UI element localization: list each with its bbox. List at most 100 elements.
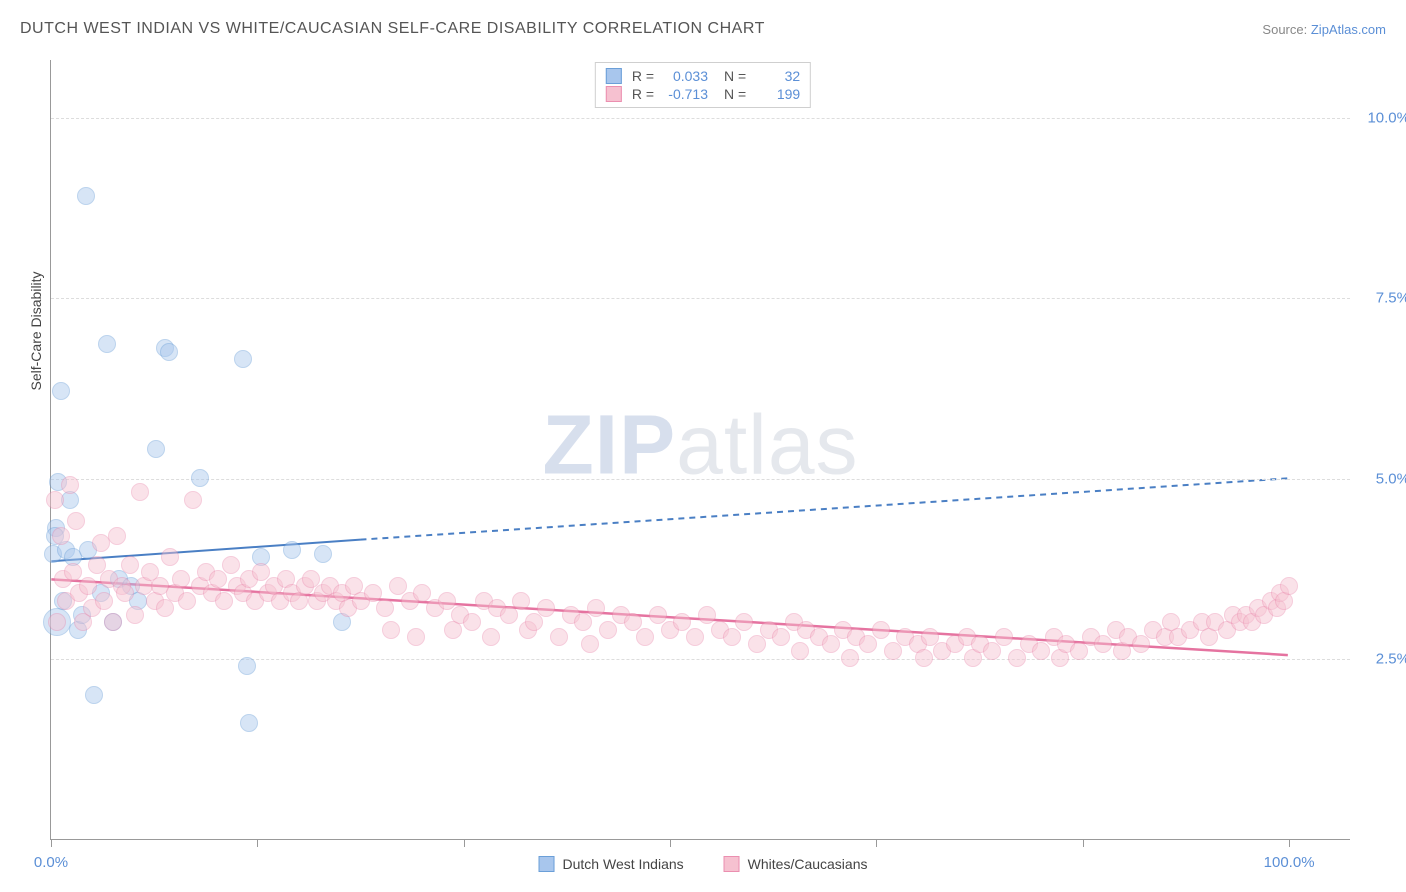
data-point <box>95 592 113 610</box>
series-label: Dutch West Indians <box>563 856 684 872</box>
data-point <box>238 657 256 675</box>
data-point <box>822 635 840 653</box>
correlation-legend-row: R =-0.713N =199 <box>606 85 800 103</box>
series-legend-item: Whites/Caucasians <box>724 856 868 872</box>
y-tick-label: 7.5% <box>1376 290 1406 307</box>
data-point <box>184 491 202 509</box>
data-point <box>872 621 890 639</box>
n-label: N = <box>724 86 746 102</box>
data-point <box>636 628 654 646</box>
data-point <box>178 592 196 610</box>
series-legend: Dutch West Indians Whites/Caucasians <box>539 856 868 872</box>
data-point <box>884 642 902 660</box>
data-point <box>859 635 877 653</box>
data-point <box>52 382 70 400</box>
watermark-light: atlas <box>676 397 858 491</box>
y-axis-title: Self-Care Disability <box>28 271 44 390</box>
data-point <box>512 592 530 610</box>
n-value: 32 <box>752 68 800 84</box>
data-point <box>841 649 859 667</box>
data-point <box>116 584 134 602</box>
source-label: Source: <box>1262 22 1307 37</box>
data-point <box>1032 642 1050 660</box>
data-point <box>1070 642 1088 660</box>
r-value: 0.033 <box>660 68 708 84</box>
r-label: R = <box>632 86 654 102</box>
legend-swatch-icon <box>606 68 622 84</box>
x-tick <box>670 839 671 847</box>
data-point <box>240 714 258 732</box>
data-point <box>209 570 227 588</box>
x-tick <box>1083 839 1084 847</box>
data-point <box>314 545 332 563</box>
chart-title: DUTCH WEST INDIAN VS WHITE/CAUCASIAN SEL… <box>20 20 765 38</box>
data-point <box>537 599 555 617</box>
data-point <box>599 621 617 639</box>
chart-plot-area: ZIPatlas 2.5%5.0%7.5%10.0%0.0%100.0% <box>50 60 1350 840</box>
data-point <box>64 563 82 581</box>
legend-swatch-icon <box>606 86 622 102</box>
x-tick <box>51 839 52 847</box>
source-link[interactable]: ZipAtlas.com <box>1311 22 1386 37</box>
data-point <box>983 642 1001 660</box>
data-point <box>77 187 95 205</box>
data-point <box>131 483 149 501</box>
series-legend-item: Dutch West Indians <box>539 856 684 872</box>
x-tick-label: 100.0% <box>1264 854 1315 871</box>
x-tick <box>464 839 465 847</box>
y-tick-label: 5.0% <box>1376 470 1406 487</box>
data-point <box>791 642 809 660</box>
data-point <box>147 440 165 458</box>
data-point <box>79 577 97 595</box>
data-point <box>172 570 190 588</box>
data-point <box>222 556 240 574</box>
data-point <box>85 686 103 704</box>
data-point <box>121 556 139 574</box>
x-tick <box>876 839 877 847</box>
grid-line <box>51 479 1350 480</box>
data-point <box>500 606 518 624</box>
data-point <box>283 541 301 559</box>
y-tick-label: 2.5% <box>1376 651 1406 668</box>
correlation-legend: R =0.033N =32R =-0.713N =199 <box>595 62 811 108</box>
data-point <box>995 628 1013 646</box>
data-point <box>1008 649 1026 667</box>
data-point <box>108 527 126 545</box>
x-tick <box>1289 839 1290 847</box>
grid-line <box>51 118 1350 119</box>
data-point <box>161 548 179 566</box>
correlation-legend-row: R =0.033N =32 <box>606 67 800 85</box>
y-tick-label: 10.0% <box>1367 109 1406 126</box>
data-point <box>407 628 425 646</box>
data-point <box>748 635 766 653</box>
data-point <box>1132 635 1150 653</box>
data-point <box>581 635 599 653</box>
data-point <box>482 628 500 646</box>
legend-swatch-icon <box>724 856 740 872</box>
data-point <box>61 476 79 494</box>
n-value: 199 <box>752 86 800 102</box>
data-point <box>723 628 741 646</box>
data-point <box>1094 635 1112 653</box>
data-point <box>104 613 122 631</box>
data-point <box>191 469 209 487</box>
data-point <box>463 613 481 631</box>
data-point <box>686 628 704 646</box>
data-point <box>587 599 605 617</box>
trend-line <box>360 478 1287 539</box>
data-point <box>234 350 252 368</box>
r-label: R = <box>632 68 654 84</box>
series-label: Whites/Caucasians <box>748 856 868 872</box>
watermark-bold: ZIP <box>542 397 676 491</box>
data-point <box>915 649 933 667</box>
data-point <box>52 527 70 545</box>
source-attribution: Source: ZipAtlas.com <box>1262 22 1386 37</box>
data-point <box>574 613 592 631</box>
data-point <box>48 613 66 631</box>
data-point <box>160 343 178 361</box>
data-point <box>1280 577 1298 595</box>
x-tick <box>257 839 258 847</box>
data-point <box>376 599 394 617</box>
data-point <box>215 592 233 610</box>
data-point <box>550 628 568 646</box>
